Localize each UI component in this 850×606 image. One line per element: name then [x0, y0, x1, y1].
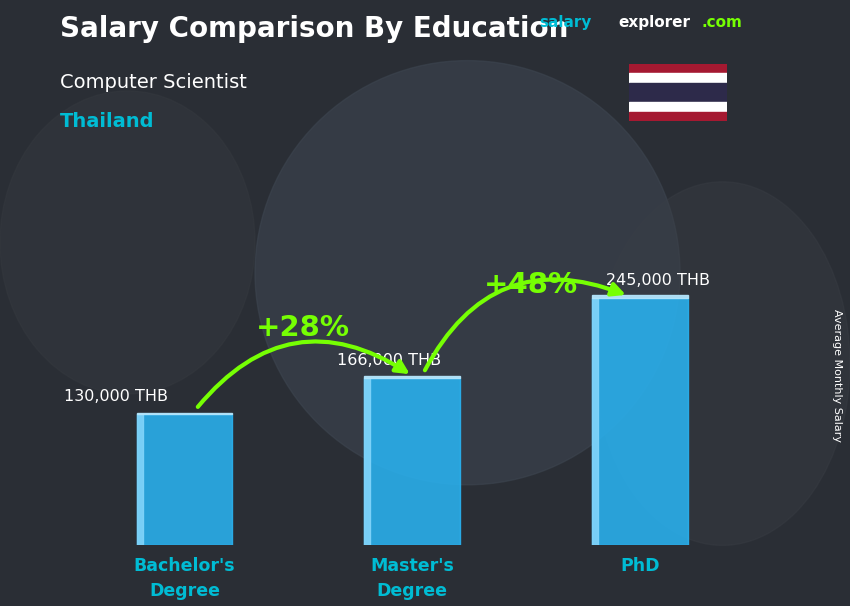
Text: salary: salary — [540, 15, 592, 30]
Ellipse shape — [595, 182, 850, 545]
Bar — [592, 298, 598, 545]
Text: .com: .com — [701, 15, 742, 30]
Bar — [629, 64, 727, 73]
Text: Salary Comparison By Education: Salary Comparison By Education — [60, 15, 568, 43]
Text: 130,000 THB: 130,000 THB — [65, 389, 168, 404]
Text: 166,000 THB: 166,000 THB — [337, 353, 441, 368]
Bar — [137, 413, 232, 414]
Text: explorer: explorer — [618, 15, 690, 30]
Ellipse shape — [255, 61, 680, 485]
Ellipse shape — [0, 91, 255, 394]
Text: +48%: +48% — [484, 271, 578, 299]
Bar — [629, 83, 727, 102]
Bar — [592, 298, 688, 545]
Bar — [365, 378, 460, 545]
Bar — [365, 376, 460, 378]
Text: Computer Scientist: Computer Scientist — [60, 73, 246, 92]
Text: 245,000 THB: 245,000 THB — [606, 273, 710, 288]
Bar — [629, 112, 727, 121]
Bar — [592, 295, 688, 298]
Text: Thailand: Thailand — [60, 112, 154, 131]
Bar — [629, 73, 727, 83]
Text: Average Monthly Salary: Average Monthly Salary — [832, 309, 842, 442]
Bar — [629, 102, 727, 112]
Text: +28%: +28% — [256, 315, 350, 342]
Bar — [365, 378, 371, 545]
Bar — [137, 414, 143, 545]
Bar — [137, 414, 232, 545]
